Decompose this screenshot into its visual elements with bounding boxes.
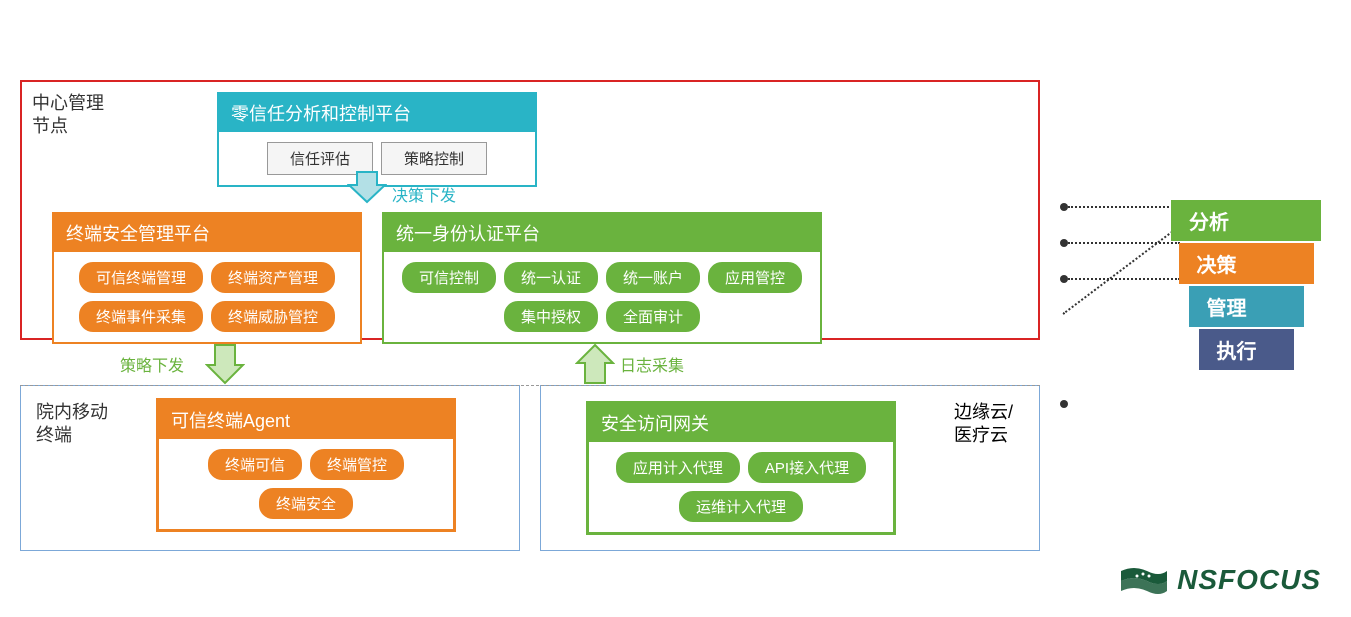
divider-line <box>20 385 1040 386</box>
pill: 运维计入代理 <box>679 491 803 522</box>
arrow-log-label: 日志采集 <box>620 352 684 376</box>
legend-dot <box>1060 275 1068 283</box>
legend-connector <box>1062 226 1179 315</box>
arrow-decision-label: 决策下发 <box>392 182 456 206</box>
pill: 终端可信 <box>208 449 302 480</box>
green-panel-title: 统一身份认证平台 <box>384 214 820 252</box>
top-zone-label: 中心管理节点 <box>32 92 112 139</box>
legend-connector <box>1068 206 1180 208</box>
legend: 分析决策管理执行 <box>1171 200 1331 372</box>
pill: 集中授权 <box>504 301 598 332</box>
legend-item: 管理 <box>1189 286 1304 327</box>
orange-panel-bottom: 可信终端Agent 终端可信终端管控终端安全 <box>156 398 456 532</box>
bottom-right-zone: 安全访问网关 应用计入代理 API接入代理运维计入代理 边缘云/医疗云 <box>540 385 1040 551</box>
bottom-zone: 院内移动终端 可信终端Agent 终端可信终端管控终端安全 安全访问网关 应用计… <box>20 385 1040 551</box>
bottom-left-label: 院内移动终端 <box>36 401 116 448</box>
legend-dot <box>1060 203 1068 211</box>
pill: 终端安全 <box>259 488 353 519</box>
legend-connector <box>1068 242 1180 244</box>
pill: 应用计入代理 <box>616 452 740 483</box>
orange-panel-top: 终端安全管理平台 可信终端管理终端资产管理终端事件采集终端威胁管控 <box>52 212 362 344</box>
pill: 可信终端管理 <box>79 262 203 293</box>
legend-dot <box>1060 400 1068 408</box>
pill: 统一账户 <box>606 262 700 293</box>
pill: 全面审计 <box>606 301 700 332</box>
logo-flag-icon <box>1119 563 1169 597</box>
bottom-left-zone: 院内移动终端 可信终端Agent 终端可信终端管控终端安全 <box>20 385 520 551</box>
bottom-right-label: 边缘云/医疗云 <box>954 401 1024 448</box>
pill: 统一认证 <box>504 262 598 293</box>
arrow-up-right-icon <box>575 343 615 388</box>
pill: API接入代理 <box>748 452 866 483</box>
pill: 终端事件采集 <box>79 301 203 332</box>
orange-panel-title: 终端安全管理平台 <box>54 214 360 252</box>
arrow-policy-label: 策略下发 <box>120 352 184 376</box>
arrow-down-icon <box>347 167 387 207</box>
legend-item: 决策 <box>1179 243 1314 284</box>
pill: 可信控制 <box>402 262 496 293</box>
orange-bottom-title: 可信终端Agent <box>159 401 453 439</box>
top-zone: 中心管理节点 零信任分析和控制平台 信任评估策略控制 决策下发 终端安全管理平台… <box>20 80 1040 340</box>
green-panel-bottom: 安全访问网关 应用计入代理 API接入代理运维计入代理 <box>586 401 896 535</box>
legend-dot <box>1060 239 1068 247</box>
legend-connector <box>1068 278 1180 280</box>
chip: 策略控制 <box>381 142 487 175</box>
pill: 终端资产管理 <box>211 262 335 293</box>
arrow-down-left-icon <box>205 343 245 388</box>
logo: NSFOCUS <box>1119 563 1321 597</box>
legend-item: 执行 <box>1199 329 1294 370</box>
pill: 应用管控 <box>708 262 802 293</box>
green-panel-top: 统一身份认证平台 可信控制统一认证统一账户应用管控集中授权全面审计 <box>382 212 822 344</box>
pill: 终端威胁管控 <box>211 301 335 332</box>
logo-text: NSFOCUS <box>1177 564 1321 596</box>
diagram-main: 中心管理节点 零信任分析和控制平台 信任评估策略控制 决策下发 终端安全管理平台… <box>20 80 1040 551</box>
green-bottom-title: 安全访问网关 <box>589 404 893 442</box>
pill: 终端管控 <box>310 449 404 480</box>
teal-panel-title: 零信任分析和控制平台 <box>219 94 535 132</box>
legend-item: 分析 <box>1171 200 1321 241</box>
